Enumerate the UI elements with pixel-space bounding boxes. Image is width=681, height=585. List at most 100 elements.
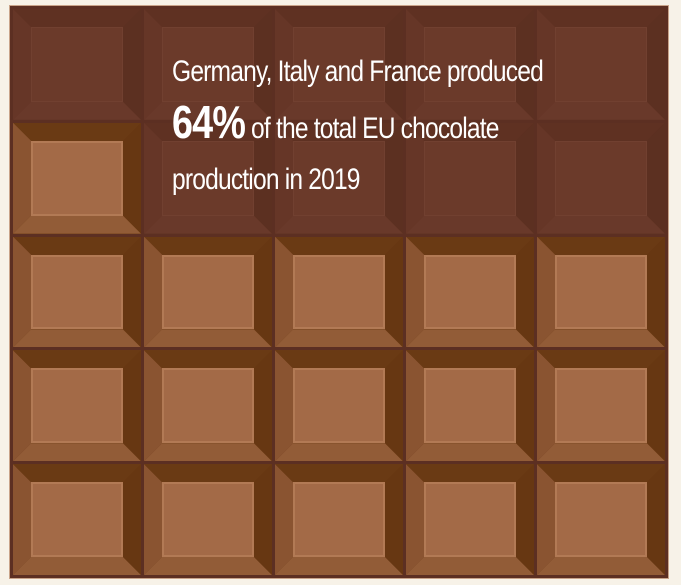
chocolate-piece-bevel-bottom [13,102,141,120]
chocolate-piece [406,236,534,348]
chocolate-piece-bevel-bottom [144,329,272,347]
chocolate-piece-bevel-top [537,123,665,141]
chocolate-piece-bevel-left [13,464,31,575]
chocolate-piece-bevel-bottom [275,557,403,575]
chocolate-piece-bevel-right [123,237,141,348]
chocolate-piece [537,464,665,575]
chocolate-piece-face [424,368,516,444]
chocolate-piece-bevel-top [406,237,534,255]
chocolate-piece [275,350,403,462]
chocolate-piece [537,9,665,120]
chocolate-piece-face [555,368,647,444]
chocolate-piece-bevel-left [144,237,162,348]
headline-line-3: production in 2019 [172,163,360,196]
chocolate-piece-face [555,482,647,557]
chocolate-piece-bevel-right [123,350,141,461]
chocolate-piece-bevel-right [385,464,403,575]
chocolate-piece-bevel-top [144,237,272,255]
chocolate-piece-bevel-top [275,237,403,255]
chocolate-piece [537,350,665,462]
chocolate-piece-bevel-bottom [537,102,665,120]
chocolate-piece-bevel-bottom [537,329,665,347]
chocolate-piece-bevel-bottom [144,102,272,120]
chocolate-piece-face [31,368,123,444]
chocolate-piece [275,9,403,120]
chocolate-piece-bevel-left [406,123,424,234]
chocolate-piece [406,350,534,462]
chocolate-piece-bevel-left [144,464,162,575]
chocolate-piece-face [424,254,516,330]
chocolate-piece-face [293,27,385,102]
chocolate-piece-bevel-bottom [537,557,665,575]
chocolate-piece-bevel-bottom [406,102,534,120]
chocolate-piece-bevel-left [13,123,31,234]
chocolate-piece [406,464,534,575]
chocolate-piece-bevel-bottom [13,557,141,575]
chocolate-piece-face [162,368,254,444]
chocolate-piece-bevel-right [647,464,665,575]
chocolate-piece [13,350,141,462]
chocolate-piece-bevel-left [13,237,31,348]
chocolate-piece [537,122,665,234]
chocolate-piece-bevel-left [275,350,293,461]
chocolate-piece-bevel-left [406,9,424,120]
chocolate-piece-bevel-top [144,123,272,141]
chocolate-piece-bevel-left [537,9,555,120]
chocolate-piece-bevel-top [13,9,141,27]
chocolate-piece-bevel-left [275,237,293,348]
chocolate-piece-face [293,482,385,557]
chocolate-piece-bevel-bottom [406,557,534,575]
chocolate-piece-bevel-top [406,464,534,482]
chocolate-piece-bevel-right [385,9,403,120]
chocolate-piece-bevel-bottom [275,443,403,461]
chocolate-piece-bevel-right [385,123,403,234]
chocolate-piece [13,464,141,575]
chocolate-piece-face [293,254,385,330]
chocolate-piece-bevel-left [537,464,555,575]
chocolate-piece-bevel-left [13,9,31,120]
chocolate-piece-bevel-right [254,350,272,461]
chocolate-piece-bevel-right [516,237,534,348]
chocolate-piece-bevel-left [537,350,555,461]
chocolate-piece-bevel-bottom [144,557,272,575]
chocolate-piece [275,236,403,348]
chocolate-piece-bevel-right [516,9,534,120]
chocolate-piece-bevel-bottom [144,216,272,234]
chocolate-piece-face [162,27,254,102]
chocolate-piece-bevel-top [275,9,403,27]
chocolate-piece-bevel-right [516,123,534,234]
chocolate-piece-bevel-top [406,9,534,27]
chocolate-piece-bevel-right [254,9,272,120]
chocolate-piece-bevel-top [275,123,403,141]
headline: Germany, Italy and France produced 64% o… [172,46,566,205]
chocolate-piece-bevel-right [516,350,534,461]
chocolate-piece [144,236,272,348]
chocolate-bar [10,6,668,578]
chocolate-piece-face [162,140,254,216]
chocolate-piece-bevel-top [537,9,665,27]
chocolate-piece-bevel-bottom [537,216,665,234]
chocolate-piece-bevel-left [406,237,424,348]
chocolate-piece-bevel-bottom [275,329,403,347]
chocolate-piece-bevel-right [123,464,141,575]
headline-line-1: Germany, Italy and France produced [172,55,544,88]
chocolate-piece [537,236,665,348]
chocolate-piece-bevel-bottom [537,443,665,461]
chocolate-piece-bevel-top [537,464,665,482]
chocolate-piece-bevel-left [144,123,162,234]
chocolate-piece [144,464,272,575]
chocolate-piece-bevel-bottom [13,216,141,234]
chocolate-piece-bevel-top [275,464,403,482]
chocolate-piece [144,122,272,234]
chocolate-piece [275,464,403,575]
chocolate-piece-bevel-top [144,9,272,27]
chocolate-piece-bevel-right [123,9,141,120]
chocolate-piece-bevel-right [385,237,403,348]
chocolate-piece-bevel-top [13,350,141,368]
headline-line-2-text: of the total EU chocolate [245,112,499,145]
chocolate-piece [406,122,534,234]
chocolate-piece-bevel-right [516,464,534,575]
chocolate-piece-bevel-top [13,123,141,141]
chocolate-piece-bevel-right [647,123,665,234]
chocolate-piece-bevel-left [144,9,162,120]
